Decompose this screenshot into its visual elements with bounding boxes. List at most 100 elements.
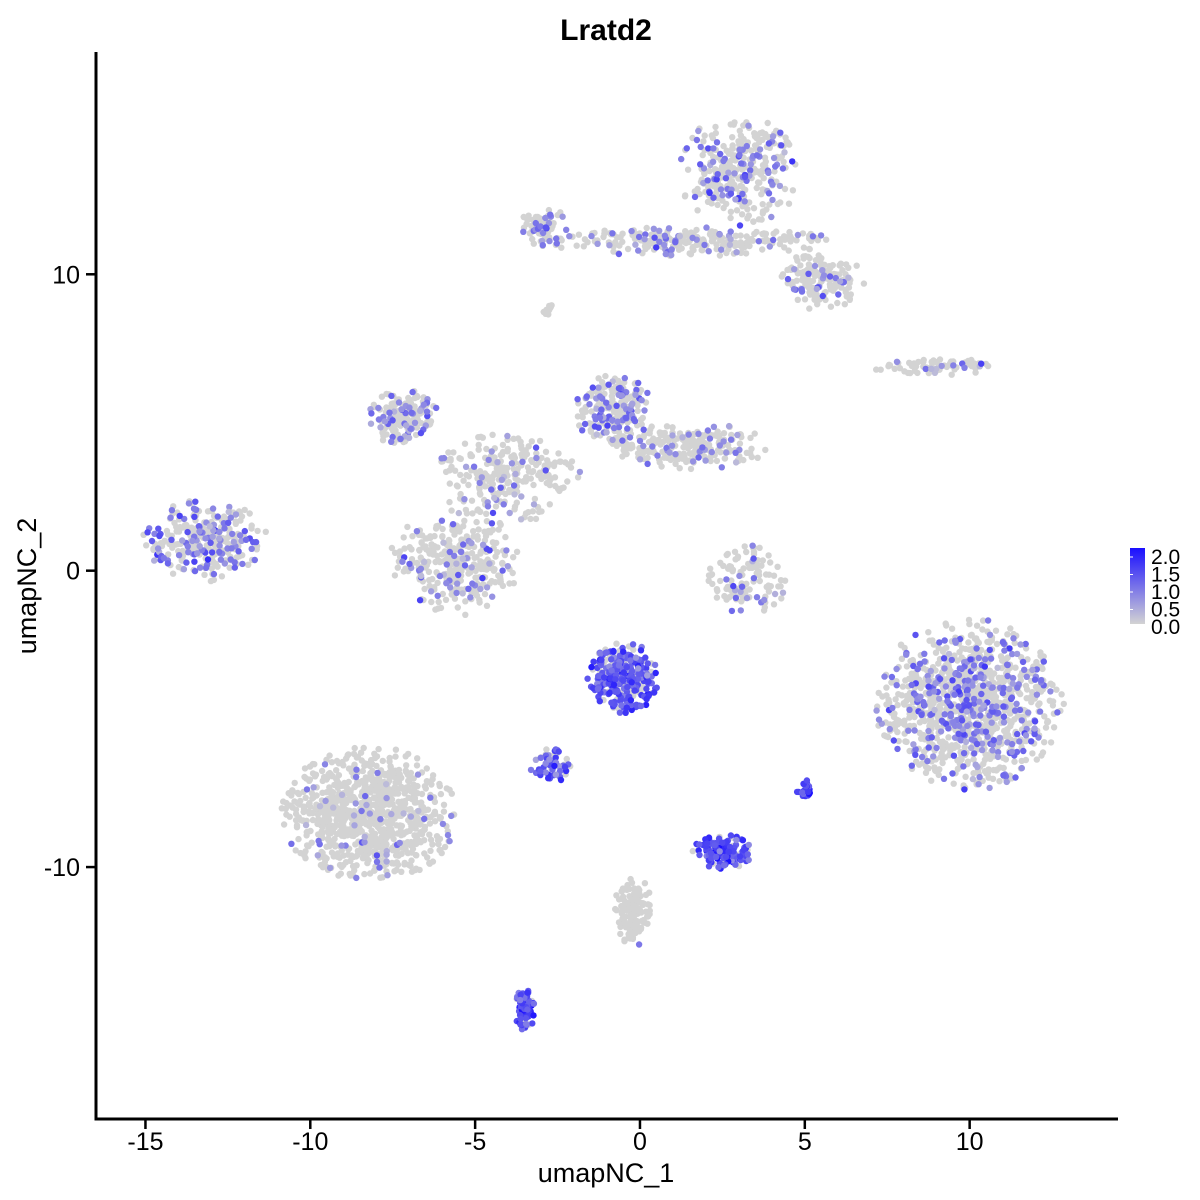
scatter-point (564, 478, 571, 485)
scatter-point (421, 783, 429, 790)
scatter-point (765, 169, 772, 176)
scatter-point (809, 277, 817, 285)
scatter-point (423, 765, 430, 772)
scatter-point (1004, 631, 1011, 638)
scatter-point (289, 787, 296, 794)
scatter-point (925, 629, 932, 636)
scatter-point (423, 778, 431, 785)
scatter-point (301, 765, 309, 772)
scatter-point (624, 245, 632, 253)
scatter-point (465, 473, 473, 480)
scatter-point (550, 220, 557, 227)
scatter-point (687, 465, 695, 473)
scatter-point (641, 880, 649, 887)
scatter-point (1018, 757, 1025, 765)
scatter-point (608, 656, 615, 663)
scatter-point (780, 158, 787, 165)
scatter-point (740, 565, 747, 572)
scatter-point (427, 588, 435, 595)
scatter-point (985, 774, 992, 781)
scatter-point (893, 665, 900, 673)
scatter-point (737, 588, 744, 595)
scatter-point (730, 582, 737, 590)
scatter-point (684, 166, 692, 173)
scatter-point (620, 903, 627, 910)
scatter-point (486, 547, 493, 554)
scatter-point (431, 798, 439, 806)
scatter-point (447, 584, 454, 591)
scatter-point (762, 446, 769, 454)
scatter-point (208, 549, 216, 556)
scatter-point (473, 518, 480, 526)
scatter-point (144, 529, 151, 536)
scatter-point (938, 717, 946, 724)
scatter-point (314, 820, 321, 828)
scatter-point (672, 460, 679, 468)
scatter-point (371, 813, 378, 820)
scatter-point (375, 745, 382, 753)
scatter-point (392, 753, 399, 760)
scatter-point (727, 228, 734, 235)
scatter-point (798, 286, 805, 293)
scatter-point (891, 710, 898, 717)
scatter-point (579, 414, 586, 421)
scatter-point (551, 762, 558, 770)
scatter-point (395, 766, 403, 774)
scatter-point (603, 399, 610, 406)
scatter-point (216, 535, 223, 542)
scatter-point (986, 631, 994, 638)
scatter-point (893, 358, 901, 365)
scatter-point (389, 860, 396, 867)
scatter-point (411, 795, 419, 802)
scatter-point (457, 471, 464, 479)
scatter-point (389, 790, 397, 797)
scatter-point (494, 459, 501, 466)
scatter-point (622, 414, 630, 421)
scatter-point (340, 762, 347, 769)
scatter-point (184, 528, 191, 536)
scatter-point (356, 820, 363, 827)
scatter-point (304, 828, 312, 835)
scatter-point (918, 753, 926, 761)
scatter-point (510, 554, 517, 561)
scatter-point (621, 914, 628, 922)
scatter-point (445, 449, 452, 456)
scatter-point (1004, 672, 1011, 680)
scatter-point (563, 755, 570, 763)
scatter-point (695, 430, 702, 437)
scatter-point (214, 513, 221, 520)
scatter-point (651, 234, 658, 241)
scatter-point (623, 704, 630, 711)
scatter-point (427, 836, 435, 843)
scatter-point (280, 798, 287, 805)
scatter-point (386, 801, 393, 808)
scatter-point (759, 162, 767, 169)
scatter-point (552, 771, 560, 778)
scatter-point (766, 201, 773, 208)
scatter-point (727, 236, 734, 243)
scatter-point (683, 442, 691, 449)
scatter-point (743, 233, 750, 240)
scatter-point (653, 244, 660, 251)
scatter-point (968, 631, 975, 638)
scatter-point (369, 767, 376, 775)
scatter-point (750, 575, 758, 582)
scatter-point (428, 781, 435, 788)
scatter-point (962, 773, 969, 780)
scatter-point (610, 681, 618, 688)
scatter-point (723, 449, 730, 456)
scatter-point (706, 435, 714, 442)
scatter-point (973, 622, 981, 629)
scatter-point (930, 753, 937, 760)
scatter-point (574, 396, 581, 403)
scatter-point (232, 520, 239, 527)
scatter-point (945, 725, 952, 732)
scatter-point (513, 499, 520, 506)
scatter-point (413, 424, 421, 431)
scatter-point (350, 832, 357, 840)
scatter-point (669, 432, 676, 439)
scatter-point (576, 468, 584, 476)
scatter-point (630, 415, 637, 423)
scatter-point (546, 237, 553, 245)
